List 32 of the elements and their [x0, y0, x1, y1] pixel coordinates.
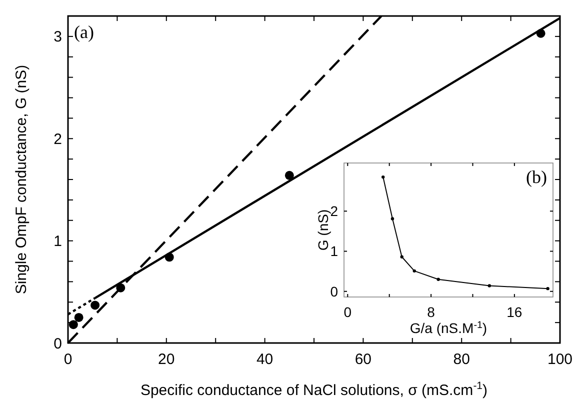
y-tick-label: 1	[330, 243, 338, 260]
x-tick-label: 16	[506, 304, 522, 320]
annotation: (a)	[74, 22, 94, 42]
point	[546, 286, 550, 290]
x-tick-label: 40	[256, 351, 274, 368]
point	[390, 217, 394, 220]
y-tick-label: 0	[54, 335, 62, 352]
x-tick-label: 0	[344, 304, 352, 320]
point	[488, 284, 492, 288]
point	[412, 269, 416, 273]
x-tick-label: 20	[158, 351, 175, 368]
y-tick-label: 2	[54, 130, 62, 148]
x-tick-label: 100	[547, 351, 573, 368]
y-tick-label: 1	[54, 233, 62, 250]
point	[436, 278, 440, 281]
y-tick-label: 3	[54, 28, 62, 46]
x-axis-title: Specific conductance of NaCl solutions, σ (mS.cm$^{-1}$)	[140, 380, 488, 399]
y-axis-title: Single OmpF conductance, G (nS)	[13, 64, 30, 294]
y-tick-label: 0	[330, 283, 338, 300]
point	[381, 175, 385, 179]
point	[400, 255, 404, 258]
x-tick-label: 80	[453, 351, 470, 368]
y-axis-title: G (nS)	[315, 209, 331, 251]
point	[284, 170, 294, 180]
point	[90, 300, 100, 310]
x-axis-title: G/a (nS.M$^{-1}$)	[410, 320, 488, 336]
point	[68, 320, 78, 330]
x-tick-label: 8	[427, 304, 436, 320]
annotation: (b)	[526, 167, 547, 187]
point	[74, 312, 84, 322]
y-tick-label: 2	[330, 203, 338, 220]
x-tick-label: 60	[354, 351, 372, 368]
